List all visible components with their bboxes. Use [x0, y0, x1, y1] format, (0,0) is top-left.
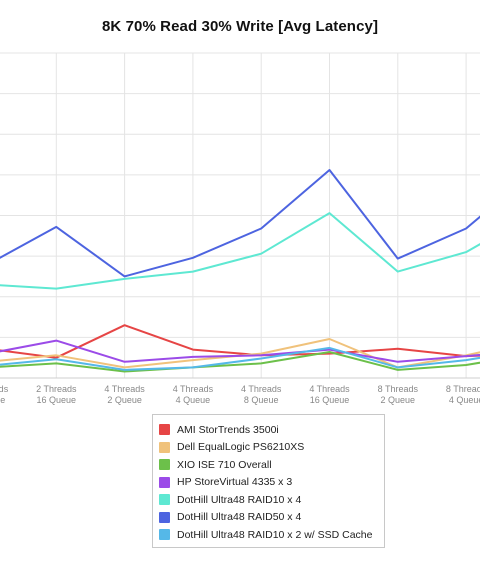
- legend-item[interactable]: DotHill Ultra48 RAID10 x 4: [159, 491, 384, 509]
- legend-label: XIO ISE 710 Overall: [177, 458, 272, 471]
- legend-label: AMI StorTrends 3500i: [177, 423, 279, 436]
- x-tick-label: 8 Threads 2 Queue: [378, 384, 419, 405]
- x-tick-label: 4 Threads 8 Queue: [241, 384, 282, 405]
- series-layer: [0, 169, 480, 373]
- legend-label: DotHill Ultra48 RAID10 x 2 w/ SSD Cache: [177, 528, 373, 541]
- legend-swatch: [159, 494, 170, 506]
- legend-item[interactable]: DotHill Ultra48 RAID50 x 4: [159, 509, 384, 527]
- x-tick-label: 4 Threads 2 Queue: [104, 384, 145, 405]
- grid-layer: [0, 52, 480, 379]
- legend-swatch: [159, 459, 170, 471]
- legend-item[interactable]: HP StoreVirtual 4335 x 3: [159, 474, 384, 492]
- series-line: [0, 339, 480, 363]
- series-line: [0, 346, 480, 371]
- legend-item[interactable]: XIO ISE 710 Overall: [159, 456, 384, 474]
- legend-swatch: [159, 529, 170, 541]
- legend-swatch: [159, 476, 170, 488]
- series-line: [0, 324, 480, 359]
- legend-item[interactable]: DotHill Ultra48 RAID10 x 2 w/ SSD Cache: [159, 526, 384, 544]
- chart-legend: AMI StorTrends 3500i Dell EqualLogic PS62…: [152, 414, 385, 548]
- series-line: [0, 338, 480, 369]
- series-line: [0, 169, 480, 278]
- chart-title: 8K 70% Read 30% Write [Avg Latency]: [101, 18, 379, 35]
- legend-swatch: [159, 441, 170, 453]
- legend-label: DotHill Ultra48 RAID50 x 4: [177, 511, 302, 524]
- x-tick-label: 2 Threads 16 Queue: [36, 384, 77, 405]
- x-tick-label: 4 Threads 4 Queue: [173, 384, 214, 405]
- legend-label: HP StoreVirtual 4335 x 3: [177, 476, 293, 489]
- legend-label: Dell EqualLogic PS6210XS: [177, 441, 305, 454]
- series-line: [0, 212, 480, 290]
- legend-swatch: [159, 424, 170, 436]
- legend-item[interactable]: AMI StorTrends 3500i: [159, 421, 384, 439]
- legend-label: DotHill Ultra48 RAID10 x 4: [177, 493, 302, 506]
- legend-item[interactable]: Dell EqualLogic PS6210XS: [159, 439, 384, 457]
- x-tick-label: 4 Threads 16 Queue: [309, 384, 350, 405]
- legend-swatch: [159, 511, 170, 523]
- series-line: [0, 351, 480, 373]
